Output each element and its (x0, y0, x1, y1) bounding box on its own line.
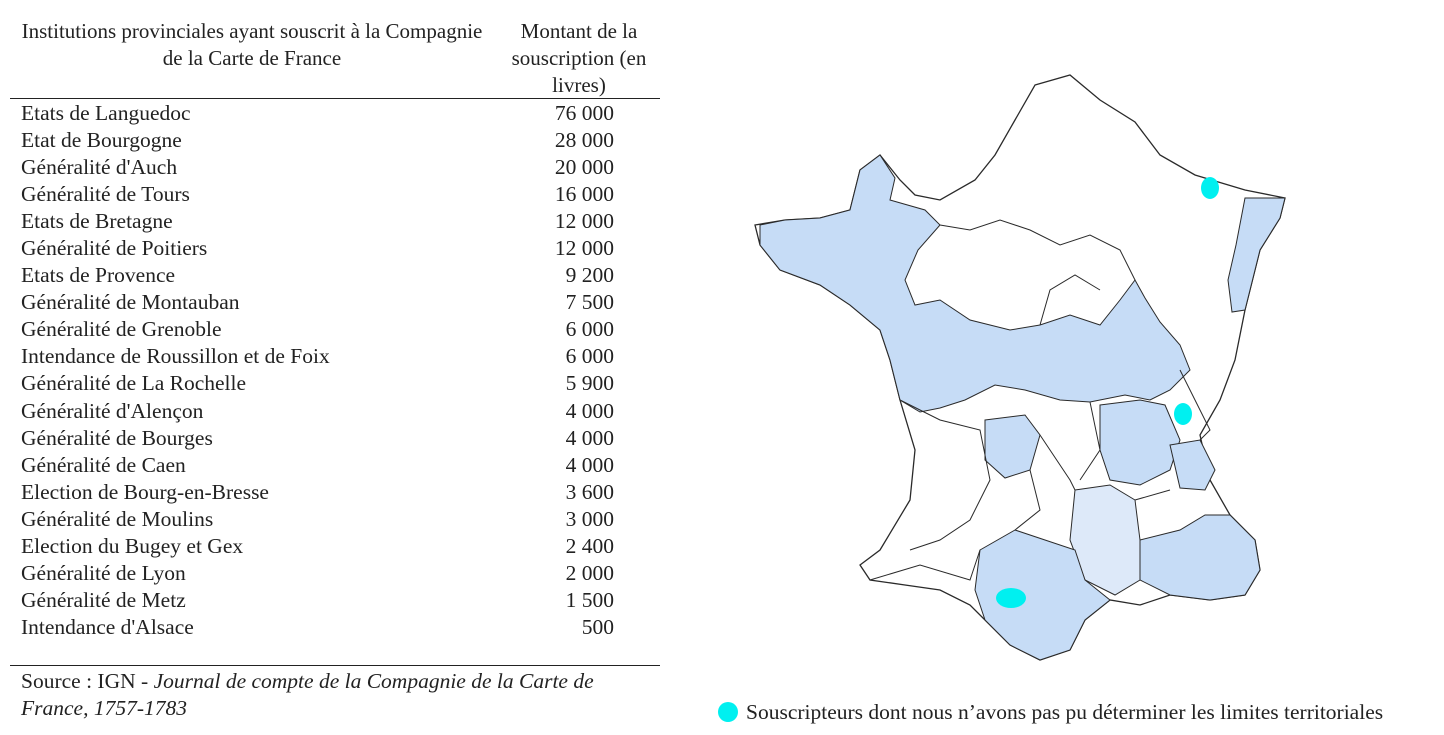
subscription-amount: 6 000 (565, 344, 614, 369)
table-row: Généralité de Metz 1 500 (10, 587, 660, 614)
institution-name: Généralité de Metz (21, 587, 186, 612)
legend-marker-icon (718, 702, 738, 722)
institution-name: Election de Bourg-en-Bresse (21, 479, 269, 504)
table-row: Etats de Bretagne 12 000 (10, 208, 660, 235)
marker-metz (1201, 177, 1219, 199)
subscription-table: Institutions provinciales ayant souscrit… (10, 18, 660, 641)
table-row: Election du Bugey et Gex 2 400 (10, 533, 660, 560)
table-row: Etats de Languedoc 76 000 (10, 100, 660, 127)
region-bourgogne (1099, 399, 1181, 486)
marker-bugey (1174, 403, 1192, 425)
subscription-amount: 3 000 (565, 506, 614, 531)
internal-borders (869, 219, 1211, 581)
region-south (974, 529, 1111, 661)
subscription-amount: 5 900 (565, 371, 614, 396)
institution-name: Généralité d'Auch (21, 155, 178, 180)
institution-name: Généralité de Montauban (21, 290, 240, 315)
institution-name: Généralité de Tours (21, 182, 190, 207)
source-title: Journal de compte de la Compagnie de la … (21, 669, 594, 720)
france-map (740, 60, 1300, 670)
subscription-amount: 7 500 (565, 290, 614, 315)
subscription-amount: 9 200 (565, 263, 614, 288)
table-body: Etats de Languedoc 76 000 Etat de Bourgogn… (10, 100, 660, 641)
subscription-amount: 500 (581, 614, 614, 639)
table-row: Généralité d'Auch 20 000 (10, 154, 660, 181)
institution-name: Généralité de La Rochelle (21, 371, 247, 396)
legend-label: Souscripteurs dont nous n’avons pas pu d… (746, 699, 1384, 724)
subscription-amount: 1 500 (565, 587, 614, 612)
amount-column-header: Montant de la souscription (en livres) (511, 19, 647, 97)
table-row: Etat de Bourgogne 28 000 (10, 127, 660, 154)
table-row: Généralité de Caen 4 000 (10, 452, 660, 479)
table-bottom-rule (10, 665, 660, 666)
map-legend: Souscripteurs dont nous n’avons pas pu d… (718, 698, 1383, 726)
marker-foix (996, 588, 1026, 608)
subscription-amount: 3 600 (565, 479, 614, 504)
subscription-amount: 12 000 (554, 209, 614, 234)
table-row: Généralité de Grenoble 6 000 (10, 316, 660, 343)
table-row: Intendance de Roussillon et de Foix 6 000 (10, 343, 660, 370)
institution-name: Généralité de Lyon (21, 560, 186, 585)
table-header: Institutions provinciales ayant souscrit… (10, 18, 660, 99)
subscription-amount: 2 000 (565, 560, 614, 585)
table-row: Election de Bourg-en-Bresse 3 600 (10, 479, 660, 506)
institution-name: Etats de Bretagne (21, 209, 173, 234)
institution-name: Généralité de Poitiers (21, 236, 208, 261)
france-map-svg (754, 74, 1286, 661)
institution-name: Intendance de Roussillon et de Foix (21, 344, 330, 369)
table-row: Généralité de Montauban 7 500 (10, 289, 660, 316)
table-row: Généralité de Poitiers 12 000 (10, 235, 660, 262)
institution-name: Généralité d'Alençon (21, 398, 204, 423)
institution-name: Généralité de Bourges (21, 425, 213, 450)
institution-name: Etat de Bourgogne (21, 128, 182, 153)
subscription-amount: 4 000 (565, 425, 614, 450)
region-alsace (1227, 197, 1286, 313)
subscription-amount: 20 000 (554, 155, 614, 180)
table-row: Généralité de La Rochelle 5 900 (10, 370, 660, 397)
institution-name: Etats de Provence (21, 263, 176, 288)
table-row: Généralité d'Alençon 4 000 (10, 398, 660, 425)
subscription-amount: 2 400 (565, 533, 614, 558)
source-prefix: Source : IGN - (21, 669, 154, 693)
table-row: Généralité de Lyon 2 000 (10, 560, 660, 587)
table-row: Généralité de Moulins 3 000 (10, 506, 660, 533)
subscription-amount: 4 000 (565, 452, 614, 477)
institution-name: Généralité de Grenoble (21, 317, 222, 342)
institution-name: Election du Bugey et Gex (21, 533, 244, 558)
subscription-amount: 16 000 (554, 182, 614, 207)
table-row: Etats de Provence 9 200 (10, 262, 660, 289)
table-row: Généralité de Tours 16 000 (10, 181, 660, 208)
institution-name: Généralité de Moulins (21, 506, 214, 531)
subscription-amount: 6 000 (565, 317, 614, 342)
source-note: Source : IGN - Journal de compte de la C… (21, 668, 661, 722)
table-row: Généralité de Bourges 4 000 (10, 425, 660, 452)
region-grenoble (1169, 439, 1216, 491)
institution-name: Généralité de Caen (21, 452, 186, 477)
table-row: Intendance d'Alsace 500 (10, 614, 660, 641)
subscription-amount: 28 000 (554, 128, 614, 153)
institutions-column-header: Institutions provinciales ayant souscrit… (21, 19, 483, 70)
institution-name: Intendance d'Alsace (21, 614, 194, 639)
subscription-amount: 76 000 (554, 101, 614, 125)
region-provence (1139, 514, 1261, 601)
subscription-amount: 4 000 (565, 398, 614, 423)
subscription-amount: 12 000 (554, 236, 614, 261)
institution-name: Etats de Languedoc (21, 101, 191, 125)
